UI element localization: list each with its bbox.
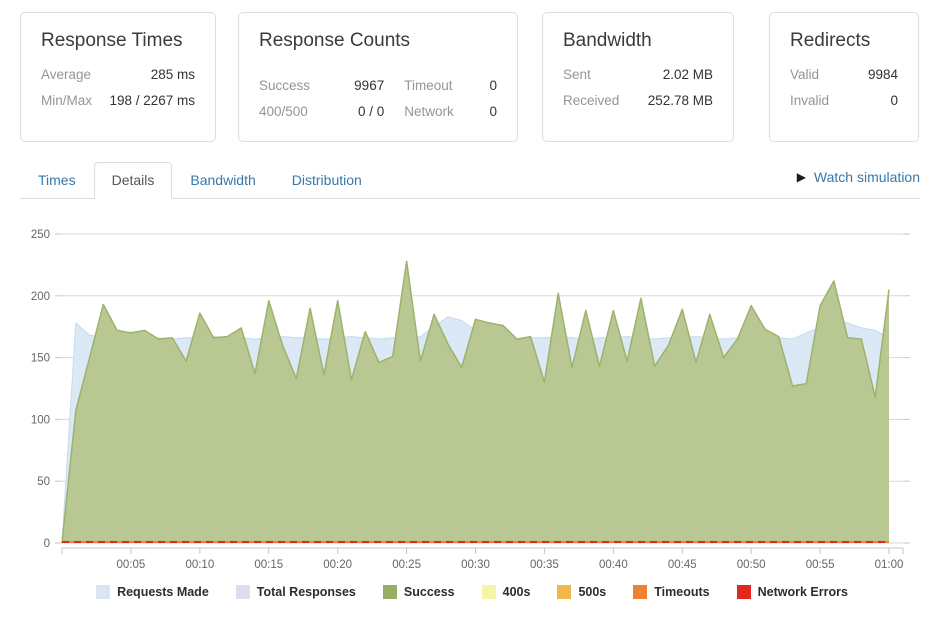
stat-value: 252.78 MB	[647, 93, 713, 108]
stat-row: Received 252.78 MB	[563, 93, 713, 108]
legend-swatch	[557, 585, 572, 599]
svg-text:00:20: 00:20	[323, 559, 352, 571]
legend-label: Success	[403, 585, 455, 599]
stat-value: 2.02 MB	[662, 67, 713, 82]
stat-label: Average	[41, 67, 92, 82]
chart-legend: Requests Made Total Responses Success 400s 5…	[0, 585, 944, 599]
svg-text:00:50: 00:50	[737, 559, 766, 571]
play-triangle-icon: ▶	[796, 170, 806, 184]
svg-text:00:40: 00:40	[599, 559, 628, 571]
stat-row: Sent 2.02 MB	[563, 67, 713, 82]
card-title: Redirects	[790, 30, 871, 51]
tab-bar: Times Details Bandwidth Distribution ▶ Watc…	[20, 162, 920, 199]
svg-text:00:15: 00:15	[254, 559, 283, 571]
legend-swatch	[96, 585, 111, 599]
legend-label: Timeouts	[654, 585, 710, 599]
svg-text:00:45: 00:45	[668, 559, 697, 571]
chart-container: 0 50 100 150 200 250 00:05 00:10 00:15 00:20 00:25…	[0, 209, 944, 577]
watch-simulation-link[interactable]: ▶ Watch simulation	[797, 169, 920, 198]
stat-row: Min/Max 198 / 2267 ms	[41, 93, 195, 108]
tab-bandwidth[interactable]: Bandwidth	[190, 172, 256, 188]
summary-cards: Response Times Average 285 ms Min/Max 198 / …	[0, 0, 944, 142]
stat-value: 0	[489, 78, 497, 93]
card-title: Response Times	[41, 30, 183, 51]
stat-label: 400/500	[259, 104, 308, 119]
stat-row: Invalid 0	[790, 93, 898, 108]
legend-label: Requests Made	[117, 585, 209, 599]
legend-label: Total Responses	[256, 585, 356, 599]
stat-row: Average 285 ms	[41, 67, 195, 82]
card-redirects: Redirects Valid 9984 Invalid 0	[769, 12, 919, 142]
legend-swatch	[382, 585, 397, 599]
legend-item-500s[interactable]: 500s	[557, 585, 606, 599]
legend-swatch	[235, 585, 250, 599]
stat-row: 400/500 0 / 0	[259, 104, 384, 119]
svg-text:00:30: 00:30	[461, 559, 490, 571]
svg-text:250: 250	[31, 229, 50, 241]
legend-item-success[interactable]: Success	[382, 585, 455, 599]
card-response-times: Response Times Average 285 ms Min/Max 198 / …	[20, 12, 216, 142]
legend-swatch	[736, 585, 751, 599]
svg-text:200: 200	[31, 291, 50, 303]
legend-item-400s[interactable]: 400s	[481, 585, 531, 599]
stat-value: 0	[890, 93, 898, 108]
stat-label: Success	[259, 78, 311, 93]
legend-item-total-responses[interactable]: Total Responses	[235, 585, 356, 599]
svg-text:01:00: 01:00	[875, 559, 904, 571]
card-title: Bandwidth	[563, 30, 652, 51]
stat-row: Success 9967	[259, 78, 384, 93]
card-response-counts: Response Counts Success 9967 Timeout 0 400/50…	[238, 12, 518, 142]
stat-label: Invalid	[790, 93, 830, 108]
svg-text:50: 50	[37, 476, 50, 488]
stat-label: Timeout	[404, 78, 453, 93]
legend-label: 400s	[502, 585, 531, 599]
svg-text:00:25: 00:25	[392, 559, 421, 571]
svg-text:100: 100	[31, 414, 50, 426]
tab-distribution[interactable]: Distribution	[291, 172, 362, 188]
stat-value: 9967	[354, 78, 385, 93]
stat-row: Timeout 0	[404, 78, 497, 93]
stat-label: Min/Max	[41, 93, 93, 108]
stat-value: 0 / 0	[357, 104, 385, 119]
stat-value: 285 ms	[150, 67, 195, 82]
stat-label: Valid	[790, 67, 820, 82]
svg-text:00:55: 00:55	[806, 559, 835, 571]
card-bandwidth: Bandwidth Sent 2.02 MB Received 252.78 MB	[542, 12, 734, 142]
stat-value: 0	[489, 104, 497, 119]
svg-text:150: 150	[31, 353, 50, 365]
timeseries-chart: 0 50 100 150 200 250 00:05 00:10 00:15 00:20 00:25…	[31, 229, 910, 571]
stat-label: Sent	[563, 67, 591, 82]
tabs-container: Times Details Bandwidth Distribution	[20, 162, 380, 199]
stat-row: Network 0	[404, 104, 497, 119]
card-title: Response Counts	[259, 30, 411, 51]
svg-text:0: 0	[44, 538, 50, 550]
legend-label: 500s	[578, 585, 607, 599]
stat-label: Received	[563, 93, 620, 108]
stat-value: 198 / 2267 ms	[109, 93, 195, 108]
svg-text:00:35: 00:35	[530, 559, 559, 571]
tab-details[interactable]: Details	[93, 162, 173, 199]
legend-item-network-errors[interactable]: Network Errors	[736, 585, 848, 599]
tab-times[interactable]: Times	[38, 172, 76, 188]
legend-item-requests-made[interactable]: Requests Made	[96, 585, 209, 599]
legend-item-timeouts[interactable]: Timeouts	[633, 585, 710, 599]
stat-value: 9984	[867, 67, 898, 82]
svg-text:00:05: 00:05	[117, 559, 146, 571]
svg-text:00:10: 00:10	[185, 559, 214, 571]
legend-label: Network Errors	[757, 585, 848, 599]
legend-swatch	[633, 585, 648, 599]
legend-swatch	[481, 585, 496, 599]
stat-label: Network	[404, 104, 454, 119]
watch-simulation-label: Watch simulation	[813, 169, 920, 185]
stat-row: Valid 9984	[790, 67, 898, 82]
